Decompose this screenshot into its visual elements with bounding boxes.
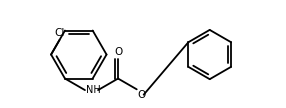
Text: NH: NH <box>86 85 100 95</box>
Text: Cl: Cl <box>54 28 65 38</box>
Text: O: O <box>114 47 122 57</box>
Text: O: O <box>138 90 146 100</box>
